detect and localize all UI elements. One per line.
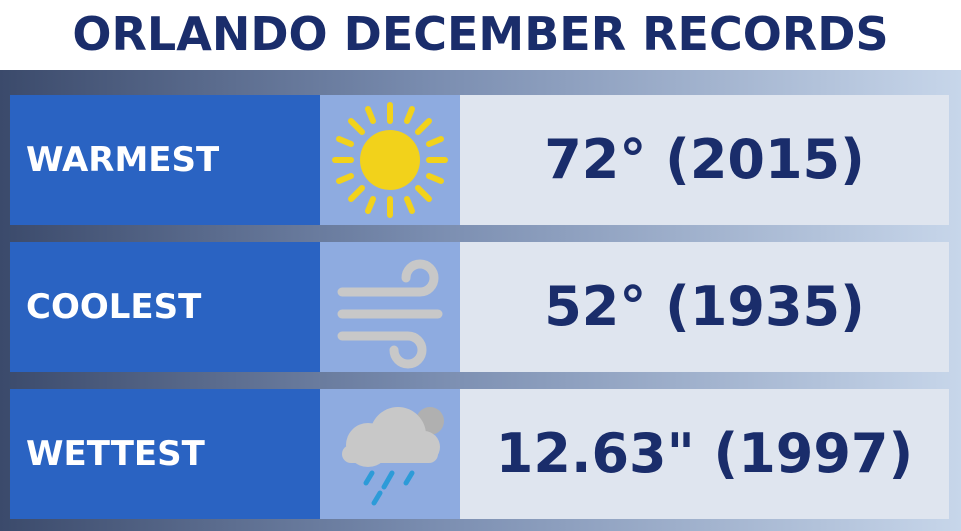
title: ORLANDO DECEMBER RECORDS [72,7,889,61]
record-value: 52° (1935) [460,242,949,372]
sun [332,102,448,218]
wind [337,259,443,369]
sun-icon [320,95,460,225]
record-value: 12.63" (1997) [460,389,949,519]
record-value: 72° (2015) [460,95,949,225]
rain-cloud [342,407,444,506]
records-panel: WARMEST 72° (2015) COOLEST [0,70,961,531]
record-label: COOLEST [10,242,320,372]
record-row: COOLEST 52° (1935) [10,242,949,372]
record-row: WARMEST 72° (2015) [10,95,949,225]
record-row: WETTEST 12.63" (1997) [10,389,949,519]
rain-icon [320,389,460,519]
record-label: WETTEST [10,389,320,519]
wind-icon [320,242,460,372]
record-label: WARMEST [10,95,320,225]
